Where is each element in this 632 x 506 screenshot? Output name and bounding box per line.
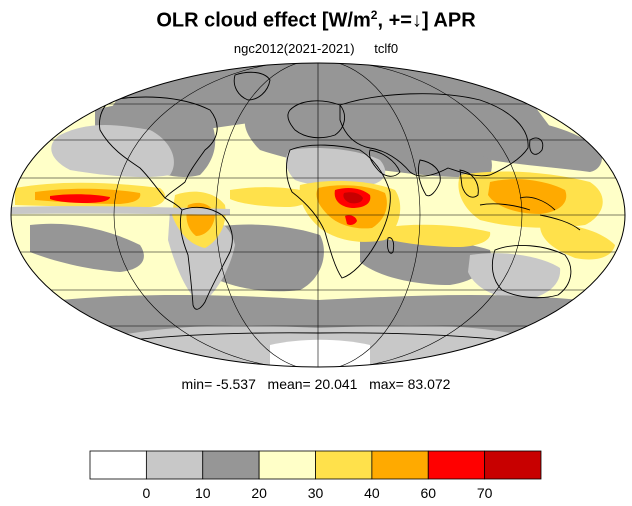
coast-greenland xyxy=(233,71,271,101)
max-label: max= xyxy=(369,376,404,392)
title-superscript: 2 xyxy=(370,8,378,22)
region-antarctica xyxy=(270,339,370,367)
coast-southeast-asia xyxy=(459,169,479,198)
colorbar-box-7 xyxy=(484,450,542,480)
colorbar-tick-label: 10 xyxy=(195,485,211,501)
coast-japan xyxy=(529,137,544,155)
colorbar-tick-label: 70 xyxy=(477,485,493,501)
colorbar-box-3 xyxy=(258,450,316,480)
coast-europe xyxy=(287,100,346,139)
coast-asia xyxy=(339,93,529,177)
colorbar-tick-label: 30 xyxy=(308,485,324,501)
band-spcz xyxy=(540,224,615,260)
colorbar-tick-label: 60 xyxy=(420,485,436,501)
mean-value: 20.041 xyxy=(314,376,358,392)
region-australia xyxy=(468,253,561,300)
colorbar-tick-label: 20 xyxy=(251,485,267,501)
coast-australia xyxy=(491,245,572,299)
band-equatorial-dry xyxy=(11,206,230,215)
plot-subtitle: ngc2012(2021-2021) tclf0 xyxy=(0,41,632,56)
band-itcz-atlantic xyxy=(230,187,311,207)
region-north-atlantic xyxy=(51,125,174,178)
region-indian-ocean xyxy=(360,237,491,285)
colorbar-box-5 xyxy=(371,450,429,480)
coast-north-america xyxy=(99,96,218,199)
title-tail: , +=↓] APR xyxy=(377,9,476,32)
coast-africa xyxy=(286,144,391,279)
colorbar-boxes xyxy=(89,450,542,480)
colorbar-tick-label: 40 xyxy=(364,485,380,501)
peak-central-africa-red xyxy=(345,215,357,225)
region-south-pacific xyxy=(30,223,144,272)
peak-congo-darkred xyxy=(343,192,363,204)
coast-indonesia xyxy=(479,196,581,231)
meridian-120 xyxy=(113,63,523,367)
band-indian-south xyxy=(380,224,491,247)
region-sahara xyxy=(285,148,386,187)
coast-arabia xyxy=(369,149,401,177)
colorbar-tick-label: 0 xyxy=(142,485,150,501)
statistics-line: min= -5.537 mean= 20.041 max= 83.072 xyxy=(0,376,632,392)
region-north-pacific xyxy=(466,118,602,172)
meridian-60 xyxy=(215,63,421,367)
coast-central-america xyxy=(164,197,183,211)
variable-label: tclf0 xyxy=(374,41,399,56)
colorbar-box-0 xyxy=(89,450,147,480)
colorbar-box-6 xyxy=(427,450,486,480)
peak-pacific-red xyxy=(50,194,110,203)
experiment-label: ngc2012(2021-2021) xyxy=(233,41,355,56)
colorbar-tick-labels: 0 10 20 30 40 60 70 xyxy=(142,485,492,501)
colorbar-box-2 xyxy=(202,450,260,480)
plot-title: OLR cloud effect [W/m2, +=↓] APR xyxy=(0,8,632,33)
max-value: 83.072 xyxy=(407,376,451,392)
title-text: OLR cloud effect [W/m xyxy=(156,9,371,32)
min-label: min= xyxy=(181,376,213,392)
colorbar-box-4 xyxy=(315,450,373,480)
min-value: -5.537 xyxy=(216,376,256,392)
colorbar-box-1 xyxy=(145,450,204,480)
map-field xyxy=(11,63,625,367)
mean-label: mean= xyxy=(267,376,311,392)
globe-outline xyxy=(10,62,626,368)
band-indonesia-orange xyxy=(488,179,567,214)
